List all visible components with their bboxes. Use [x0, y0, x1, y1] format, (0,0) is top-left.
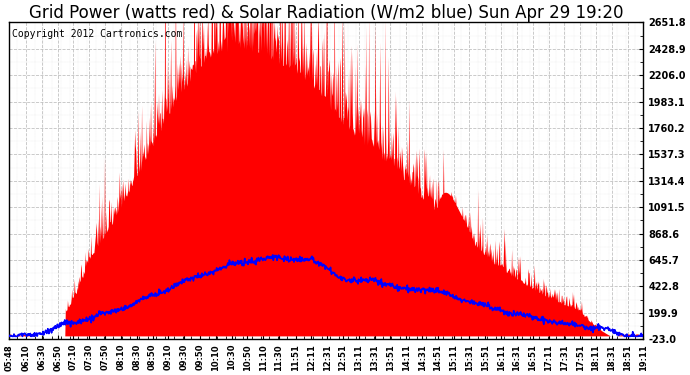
Text: Copyright 2012 Cartronics.com: Copyright 2012 Cartronics.com	[12, 28, 182, 39]
Title: Grid Power (watts red) & Solar Radiation (W/m2 blue) Sun Apr 29 19:20: Grid Power (watts red) & Solar Radiation…	[29, 4, 623, 22]
